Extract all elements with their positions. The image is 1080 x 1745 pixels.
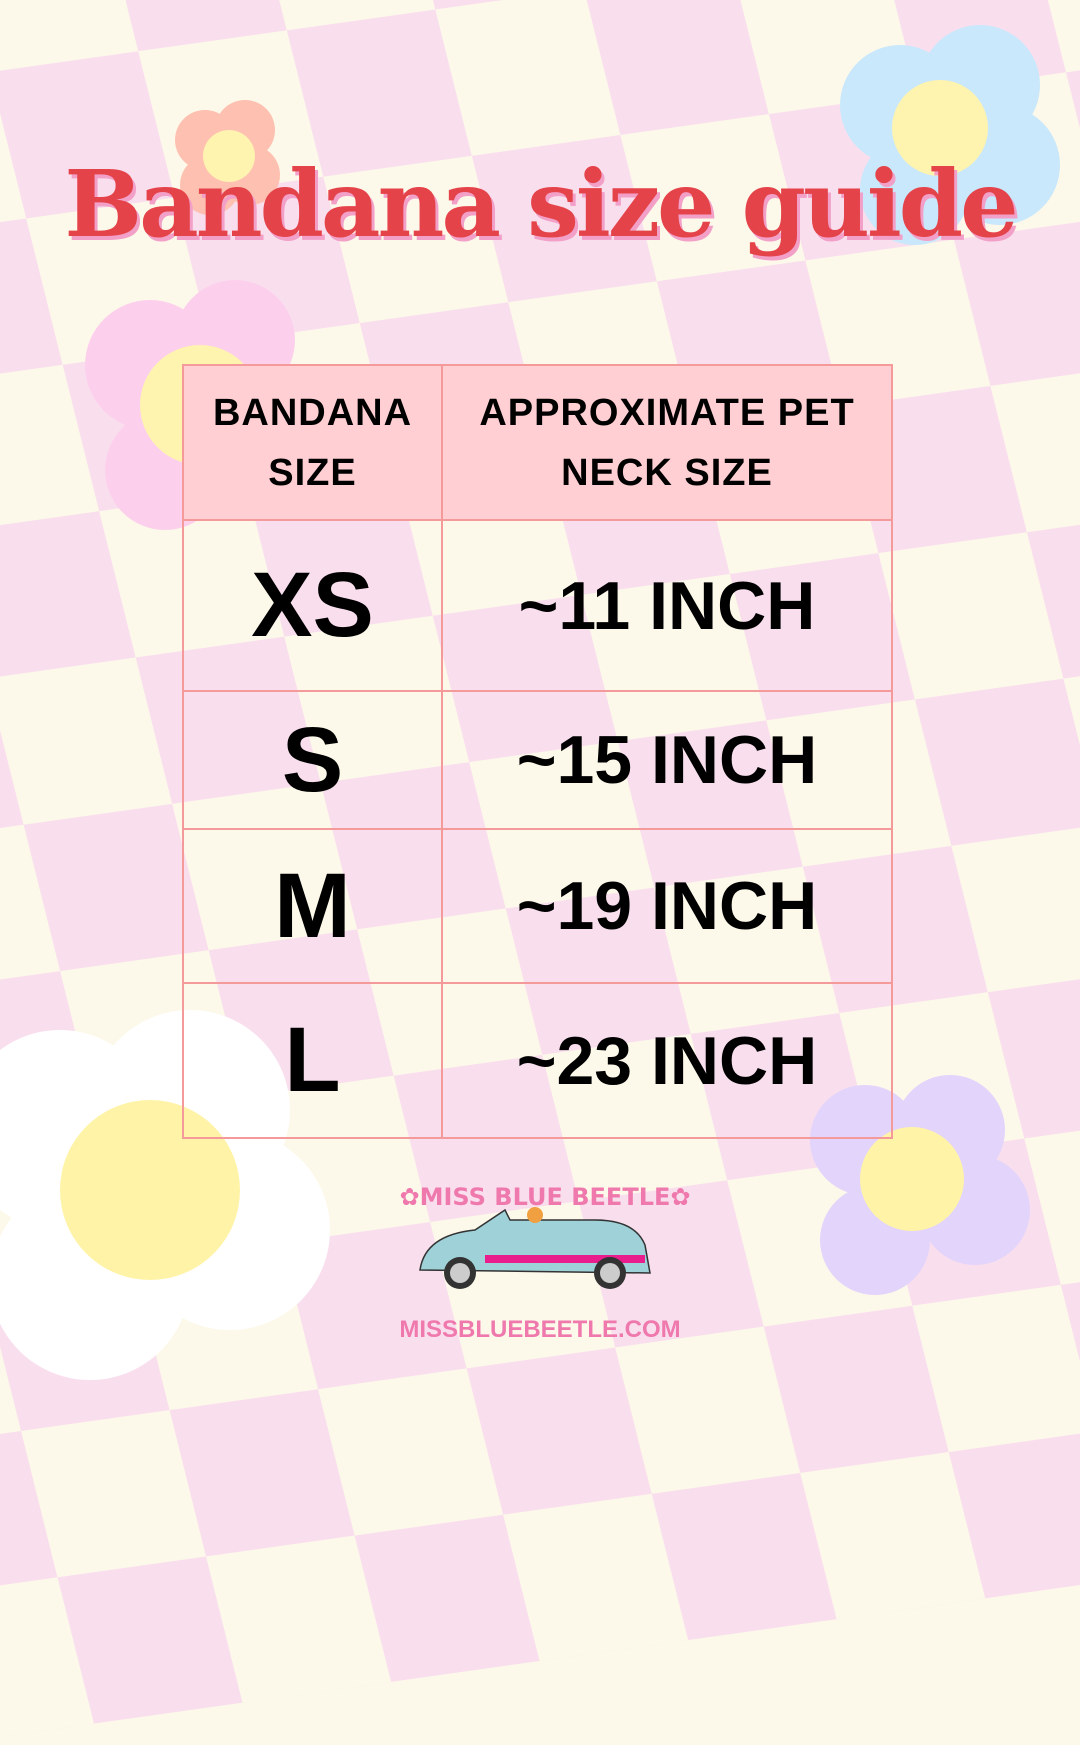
size-cell: L	[182, 982, 443, 1139]
header-neck-size: APPROXIMATE PET NECK SIZE	[441, 364, 893, 521]
size-cell: S	[182, 690, 443, 830]
table-row: M ~19 INCH	[182, 828, 893, 984]
page-title: Bandana size guide	[64, 150, 1018, 258]
neck-cell: ~11 INCH	[441, 519, 893, 692]
table-row: XS ~11 INCH	[182, 519, 893, 692]
table-row: L ~23 INCH	[182, 982, 893, 1139]
website-link[interactable]: MISSBLUEBEETLE.COM	[399, 1316, 681, 1343]
size-table: BANDANA SIZE APPROXIMATE PET NECK SIZE X…	[182, 364, 893, 1139]
header-bandana-size: BANDANA SIZE	[182, 364, 443, 521]
neck-cell: ~19 INCH	[441, 828, 893, 984]
size-cell: M	[182, 828, 443, 984]
table-row: S ~15 INCH	[182, 690, 893, 830]
brand-logo: ✿MISS BLUE BEETLE✿	[400, 1183, 691, 1289]
neck-cell: ~23 INCH	[441, 982, 893, 1139]
svg-text:✿MISS BLUE BEETLE✿: ✿MISS BLUE BEETLE✿	[400, 1183, 691, 1211]
neck-cell: ~15 INCH	[441, 690, 893, 830]
table-header-row: BANDANA SIZE APPROXIMATE PET NECK SIZE	[182, 364, 893, 521]
size-cell: XS	[182, 519, 443, 692]
